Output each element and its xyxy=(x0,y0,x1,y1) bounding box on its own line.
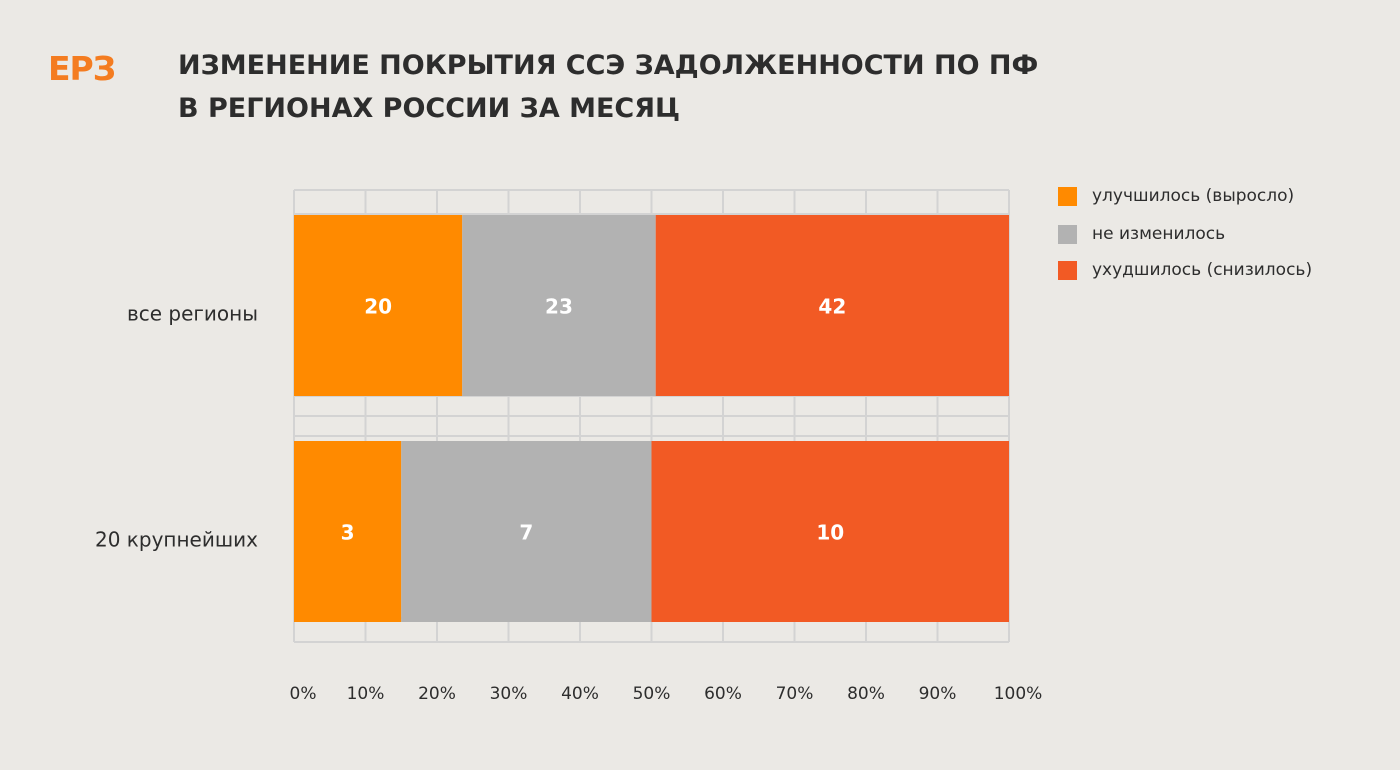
x-tick-label: 30% xyxy=(490,684,528,704)
data-label-improved: 3 xyxy=(341,521,355,545)
legend-label-improved: улучшилось (выросло) xyxy=(1092,186,1295,206)
chart-bars: 20 23 42 3 7 10 xyxy=(294,215,1009,622)
x-axis-ticks: 0% 10% 20% 30% 40% 50% 60% 70% 80% 90% 100% xyxy=(290,684,1043,704)
x-tick-label: 20% xyxy=(418,684,456,704)
bar-segment-unchanged xyxy=(462,215,656,396)
bar-segment-worsened xyxy=(651,441,1009,622)
x-tick-label: 50% xyxy=(633,684,671,704)
chart-title-line-2: В РЕГИОНАХ РОССИИ ЗА МЕСЯЦ xyxy=(178,93,681,124)
chart-title-line-1: ИЗМЕНЕНИЕ ПОКРЫТИЯ ССЭ ЗАДОЛЖЕННОСТИ ПО … xyxy=(178,50,1039,81)
legend-label-worsened: ухудшилось (снизилось) xyxy=(1092,260,1313,280)
x-tick-label: 70% xyxy=(776,684,814,704)
legend-label-unchanged: не изменилось xyxy=(1092,224,1226,244)
legend-item-worsened: ухудшилось (снизилось) xyxy=(1058,260,1312,280)
category-label: все регионы xyxy=(127,302,258,326)
legend-item-unchanged: не изменилось xyxy=(1058,224,1312,244)
data-label-worsened: 42 xyxy=(818,295,846,319)
chart-title: ИЗМЕНЕНИЕ ПОКРЫТИЯ ССЭ ЗАДОЛЖЕННОСТИ ПО … xyxy=(178,44,1038,130)
data-label-improved: 20 xyxy=(364,295,392,319)
legend-swatch-improved xyxy=(1058,186,1077,206)
legend-item-improved: улучшилось (выросло) xyxy=(1058,186,1312,206)
x-tick-label: 10% xyxy=(347,684,385,704)
bar-segment-unchanged xyxy=(401,441,652,622)
data-label-unchanged: 7 xyxy=(519,521,533,545)
x-tick-label: 40% xyxy=(561,684,599,704)
bar-segment-improved xyxy=(294,441,402,622)
logo: ЕРЗ xyxy=(48,49,116,88)
bar-segment-worsened xyxy=(655,215,1009,396)
x-tick-label: 100% xyxy=(994,684,1043,704)
category-labels: все регионы 20 крупнейших xyxy=(95,302,258,552)
legend-swatch-unchanged xyxy=(1058,224,1077,244)
bar-segment-improved xyxy=(294,215,463,396)
x-tick-label: 90% xyxy=(919,684,957,704)
data-label-worsened: 10 xyxy=(816,521,844,545)
x-tick-label: 80% xyxy=(847,684,885,704)
legend: улучшилось (выросло) не изменилось ухудш… xyxy=(1058,186,1312,298)
x-tick-label: 0% xyxy=(290,684,317,704)
x-tick-label: 60% xyxy=(704,684,742,704)
legend-swatch-worsened xyxy=(1058,260,1077,280)
data-label-unchanged: 23 xyxy=(545,295,573,319)
category-label: 20 крупнейших xyxy=(95,528,258,552)
